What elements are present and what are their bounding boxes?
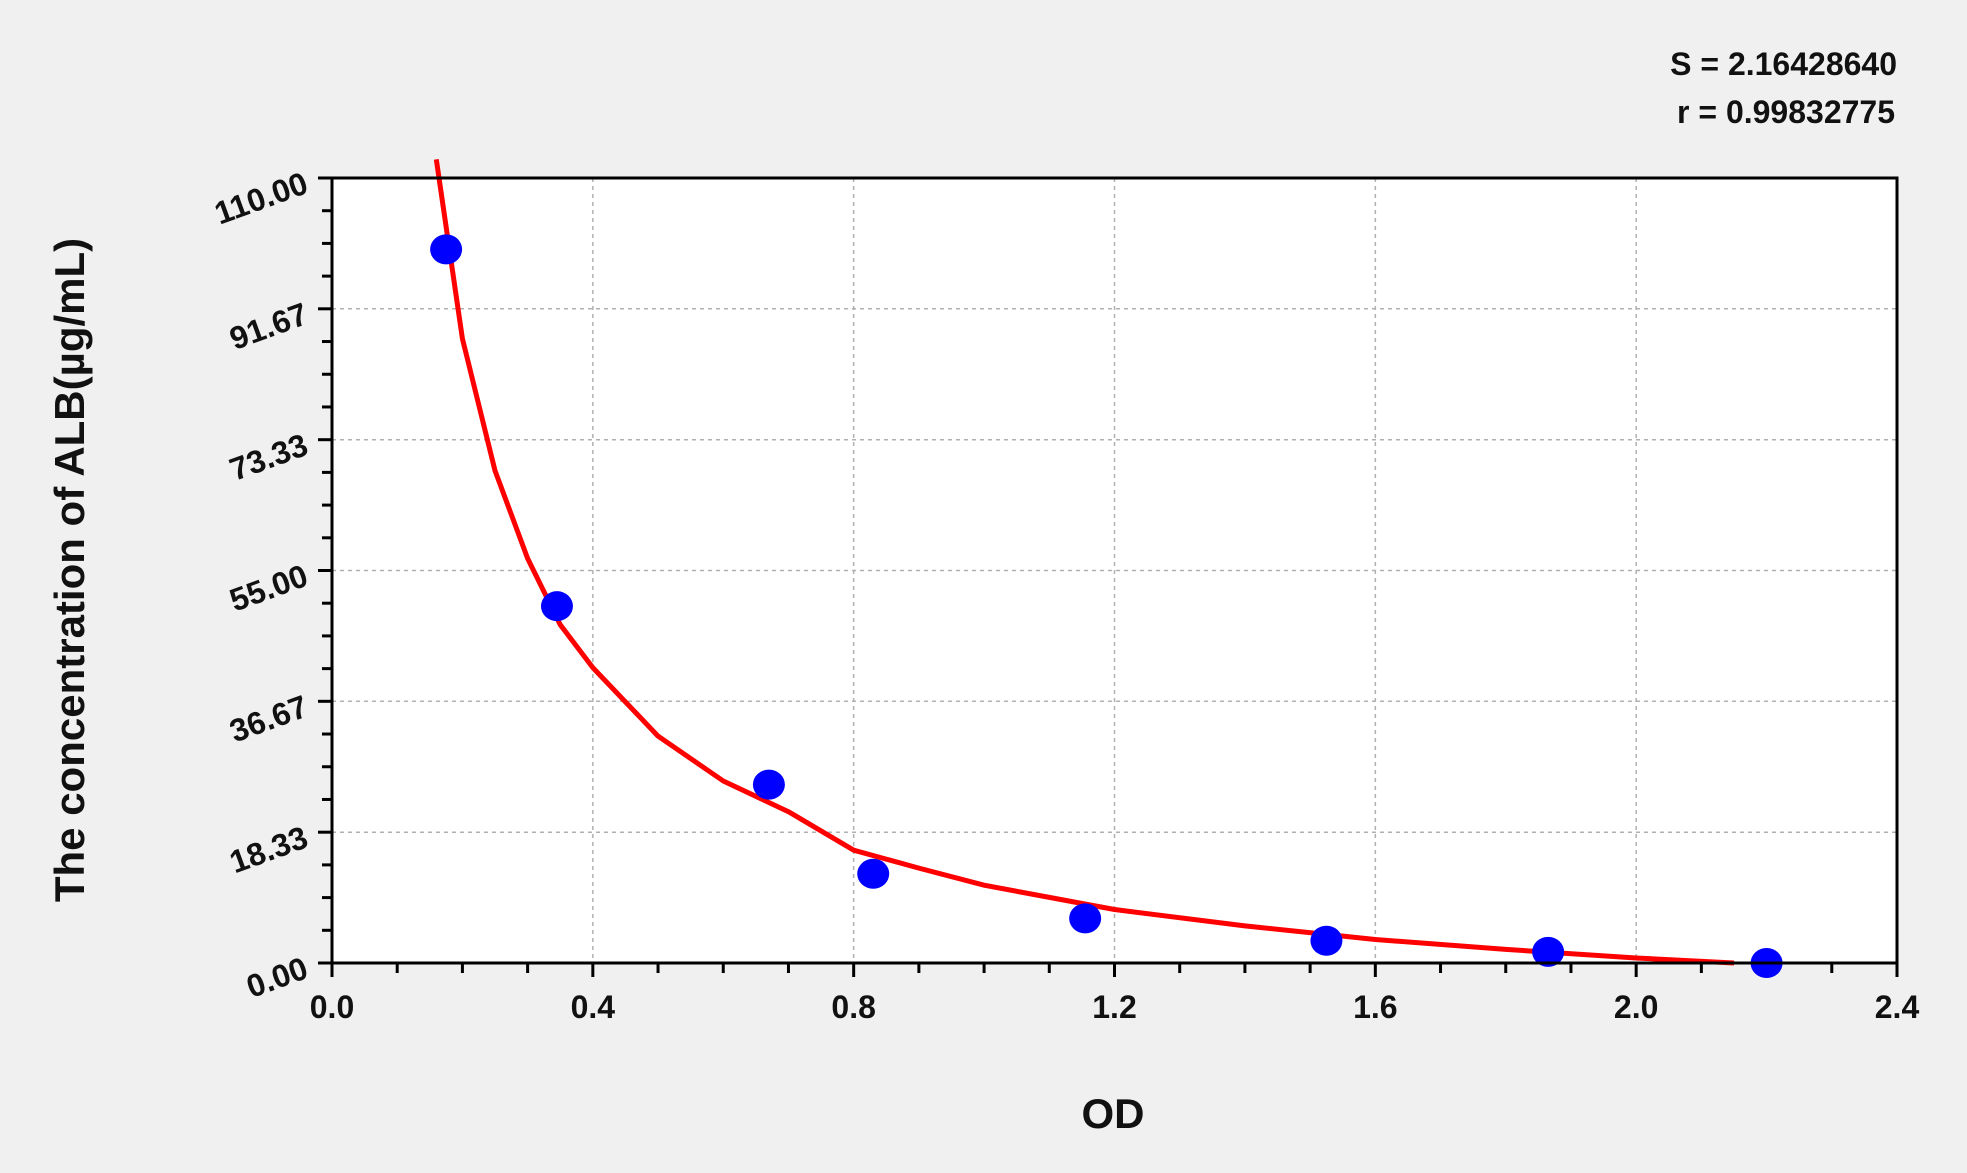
data-point [1310, 925, 1343, 956]
data-point [540, 591, 573, 622]
grid [332, 178, 1897, 963]
x-tick-label: 2.0 [1614, 989, 1658, 1025]
x-axis-title: OD [1082, 1090, 1145, 1137]
data-point [1069, 903, 1102, 934]
y-axis-title: The concentration of ALB(µg/mL) [46, 238, 93, 902]
data-point [857, 858, 890, 889]
plot-frame [330, 176, 1899, 965]
x-tick-label: 2.4 [1875, 989, 1920, 1025]
data-point [1532, 936, 1565, 967]
r-value-annotation: r = 0.99832775 [1677, 94, 1895, 130]
data-point [430, 234, 463, 265]
x-tick-labels: 0.0 0.4 0.8 1.2 1.6 2.0 2.4 [310, 989, 1920, 1025]
s-value-annotation: S = 2.16428640 [1670, 46, 1897, 82]
x-tick-label: 0.0 [310, 989, 354, 1025]
x-tick-label: 0.4 [571, 989, 616, 1025]
x-tick-label: 1.6 [1353, 989, 1397, 1025]
axis-ticks [318, 176, 1899, 977]
x-tick-label: 1.2 [1092, 989, 1136, 1025]
data-point [752, 769, 785, 800]
x-tick-label: 0.8 [831, 989, 875, 1025]
fit-curve [433, 159, 1735, 966]
